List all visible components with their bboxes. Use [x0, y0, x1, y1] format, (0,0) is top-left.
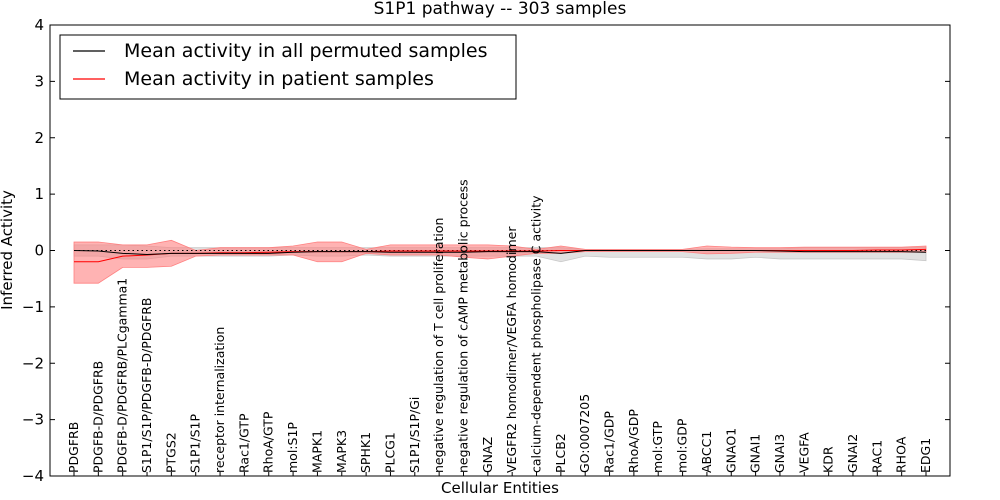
y-tick-label: −4 [22, 467, 44, 485]
x-tick-label: GNAO1 [723, 428, 738, 473]
x-tick-label: mol:GDP [675, 418, 690, 473]
x-tick-label: EDG1 [918, 438, 933, 473]
x-tick-label: negative regulation of cAMP metabolic pr… [455, 179, 470, 473]
y-tick-label: −3 [22, 411, 44, 429]
x-tick-label: VEGFR2 homodimer/VEGFA homodimer [504, 226, 519, 473]
y-axis-label: Inferred Activity [0, 190, 16, 310]
x-tick-label: RAC1 [869, 440, 884, 473]
y-tick-label: 4 [34, 16, 44, 34]
x-tick-label: GO:0007205 [577, 394, 592, 473]
x-tick-label: negative regulation of T cell proliferat… [431, 218, 446, 473]
x-tick-label: S1P1/S1P [188, 414, 203, 473]
x-tick-label: RhoA/GTP [261, 411, 276, 473]
x-tick-labels: PDGFRB PDGFB-D/PDGFRB PDGFB-D/PDGFRB/PLCga… [66, 179, 933, 476]
x-tick-label: PLCB2 [553, 433, 568, 473]
x-tick-label: GNAI1 [748, 434, 763, 473]
y-tick-label: 2 [34, 129, 44, 147]
x-tick-label: Rac1/GTP [236, 413, 251, 473]
x-tick-label: ABCC1 [699, 431, 714, 473]
x-tick-label: mol:GTP [650, 421, 665, 473]
x-tick-label: RHOA [894, 436, 909, 473]
lines-layer [73, 248, 927, 263]
x-tick-label: PDGFRB [66, 422, 81, 473]
x-tick-label: GNAI2 [845, 434, 860, 473]
band-patient [73, 239, 927, 284]
x-axis-label: Cellular Entities [441, 479, 559, 497]
x-tick-label: receptor internalization [212, 327, 227, 473]
x-tick-label: PLCG1 [382, 432, 397, 473]
y-tick-label: 0 [34, 242, 44, 260]
x-tick-label: GNAI3 [772, 434, 787, 473]
x-tick-label: S1P1/S1P/Gi [407, 397, 422, 473]
x-tick-label: SPHK1 [358, 432, 373, 473]
x-tick-label: calcium-dependent phospholipase C activi… [529, 195, 544, 473]
legend-label-permuted: Mean activity in all permuted samples [124, 40, 487, 62]
x-tick-label: PDGFB-D/PDGFRB/PLCgamma1 [115, 278, 130, 473]
bands-layer [73, 239, 927, 284]
y-tick-label: −2 [22, 354, 44, 372]
x-tick-label: mol:S1P [285, 422, 300, 473]
y-tick-label: 1 [34, 185, 44, 203]
x-tick-label: KDR [821, 446, 836, 473]
x-tick-label: Rac1/GDP [602, 411, 617, 473]
x-tick-label: MAPK3 [334, 430, 349, 473]
legend-box [59, 34, 517, 100]
x-tick-label: PTGS2 [163, 432, 178, 473]
x-tick-label: S1P1/S1P/PDGFB-D/PDGFRB [139, 298, 154, 474]
y-tick-label: −1 [22, 298, 44, 316]
plot-area: PDGFRB PDGFB-D/PDGFRB PDGFB-D/PDGFRB/PLCga… [49, 24, 951, 477]
legend: Mean activity in all permuted samples Me… [59, 34, 517, 100]
x-tick-label: VEGFA [796, 432, 811, 473]
x-tick-label: RhoA/GDP [626, 409, 641, 473]
y-axis: 4 3 2 1 0 −1 −2 −3 −4 [22, 16, 950, 485]
series-line-permuted [73, 250, 927, 255]
x-tick-label: MAPK1 [309, 430, 324, 473]
y-tick-label: 3 [34, 72, 44, 90]
chart-title: S1P1 pathway -- 303 samples [374, 0, 627, 19]
x-tick-label: GNAZ [480, 437, 495, 473]
legend-label-patient: Mean activity in patient samples [124, 68, 434, 90]
x-tick-label: PDGFB-D/PDGFRB [90, 361, 105, 473]
